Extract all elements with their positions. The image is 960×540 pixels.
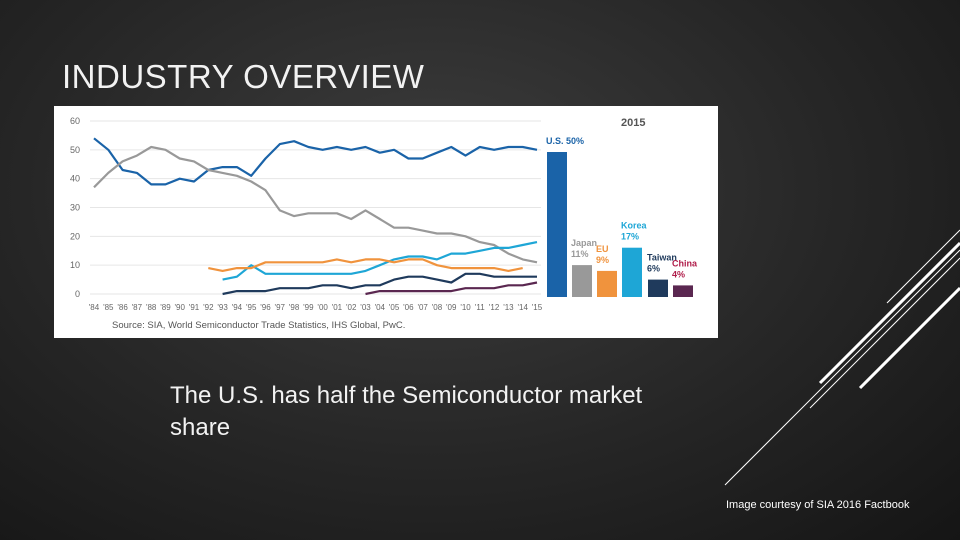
x-tick-label: '07 <box>417 303 428 312</box>
x-tick-label: '87 <box>132 303 143 312</box>
x-tick-label: '99 <box>303 303 314 312</box>
y-tick-label: 0 <box>75 289 80 299</box>
slide-title: INDUSTRY OVERVIEW <box>62 58 425 95</box>
deco-line <box>809 257 960 409</box>
decorative-lines <box>724 229 960 486</box>
x-tick-label: '01 <box>332 303 343 312</box>
bar-5 <box>673 285 693 297</box>
deco-line <box>886 229 960 304</box>
body-text: The U.S. has half the Semiconductor mark… <box>170 382 643 441</box>
y-tick-label: 60 <box>70 116 80 126</box>
bar-3 <box>622 247 642 297</box>
x-tick-label: '05 <box>389 303 400 312</box>
x-tick-label: '10 <box>460 303 471 312</box>
y-tick-label: 40 <box>70 174 80 184</box>
x-tick-label: '98 <box>289 303 300 312</box>
bar-label: Taiwan <box>647 253 677 263</box>
x-tick-label: '84 <box>89 303 100 312</box>
bar-label: Korea <box>621 221 648 231</box>
series-line-china <box>365 281 538 296</box>
y-axis-ticks: 0 10 20 30 40 50 60 <box>70 116 80 299</box>
deco-line <box>818 241 960 385</box>
x-tick-label: '89 <box>160 303 171 312</box>
series-line-eu <box>208 258 523 272</box>
bar-1 <box>572 265 592 297</box>
deco-line <box>858 286 960 390</box>
x-tick-label: '93 <box>217 303 228 312</box>
x-tick-label: '97 <box>275 303 286 312</box>
x-axis-ticks: '84'85'86 '87'88'89 '90'91'92'93 '94'95'96 '… <box>89 303 543 312</box>
x-tick-label: '09 <box>446 303 457 312</box>
x-tick-label: '96 <box>260 303 271 312</box>
x-tick-label: '03 <box>360 303 371 312</box>
x-tick-label: '04 <box>375 303 386 312</box>
x-tick-label: '13 <box>503 303 514 312</box>
x-tick-label: '85 <box>103 303 114 312</box>
series-line-us <box>93 137 538 186</box>
x-tick-label: '91 <box>189 303 200 312</box>
y-tick-label: 50 <box>70 145 80 155</box>
series-line-korea <box>222 241 538 281</box>
x-tick-label: '06 <box>403 303 414 312</box>
bar-label: 11% <box>571 249 589 259</box>
bar-label: 9% <box>596 255 609 265</box>
x-tick-label: '95 <box>246 303 257 312</box>
x-tick-label: '92 <box>203 303 214 312</box>
bar-2 <box>597 270 617 297</box>
bar-label: 6% <box>647 264 660 274</box>
bar-label: Japan <box>571 238 597 248</box>
x-tick-label: '02 <box>346 303 357 312</box>
bar-label: China <box>672 258 698 268</box>
bar-0 <box>547 152 567 297</box>
market-share-chart: 0 10 20 30 40 50 60 '84'85'86'87'88'89'90'91'9… <box>54 106 718 338</box>
bar-label: 4% <box>672 269 685 279</box>
deco-line <box>724 249 960 486</box>
x-tick-label: '15 <box>532 303 543 312</box>
x-tick-label: '88 <box>146 303 157 312</box>
x-tick-label: '90 <box>175 303 186 312</box>
x-tick-label: '12 <box>489 303 500 312</box>
y-tick-label: 20 <box>70 231 80 241</box>
x-tick-label: '94 <box>232 303 243 312</box>
bar-label: EU <box>596 244 609 254</box>
chart-source: Source: SIA, World Semiconductor Trade S… <box>112 320 405 331</box>
y-tick-label: 10 <box>70 260 80 270</box>
bar-chart-title: 2015 <box>621 117 645 129</box>
x-tick-label: '86 <box>117 303 128 312</box>
x-tick-label: '11 <box>475 303 485 312</box>
y-tick-label: 30 <box>70 203 80 213</box>
bar-label: 17% <box>621 232 639 242</box>
bar-label: U.S. 50% <box>546 136 584 146</box>
bar-4 <box>648 279 668 297</box>
x-tick-label: '14 <box>517 303 528 312</box>
image-caption: Image courtesy of SIA 2016 Factbook <box>726 499 910 511</box>
line-series <box>93 137 538 296</box>
x-tick-label: '08 <box>432 303 443 312</box>
x-tick-label: '00 <box>317 303 328 312</box>
series-line-japan <box>93 145 538 264</box>
series-line-taiwan <box>222 272 537 296</box>
